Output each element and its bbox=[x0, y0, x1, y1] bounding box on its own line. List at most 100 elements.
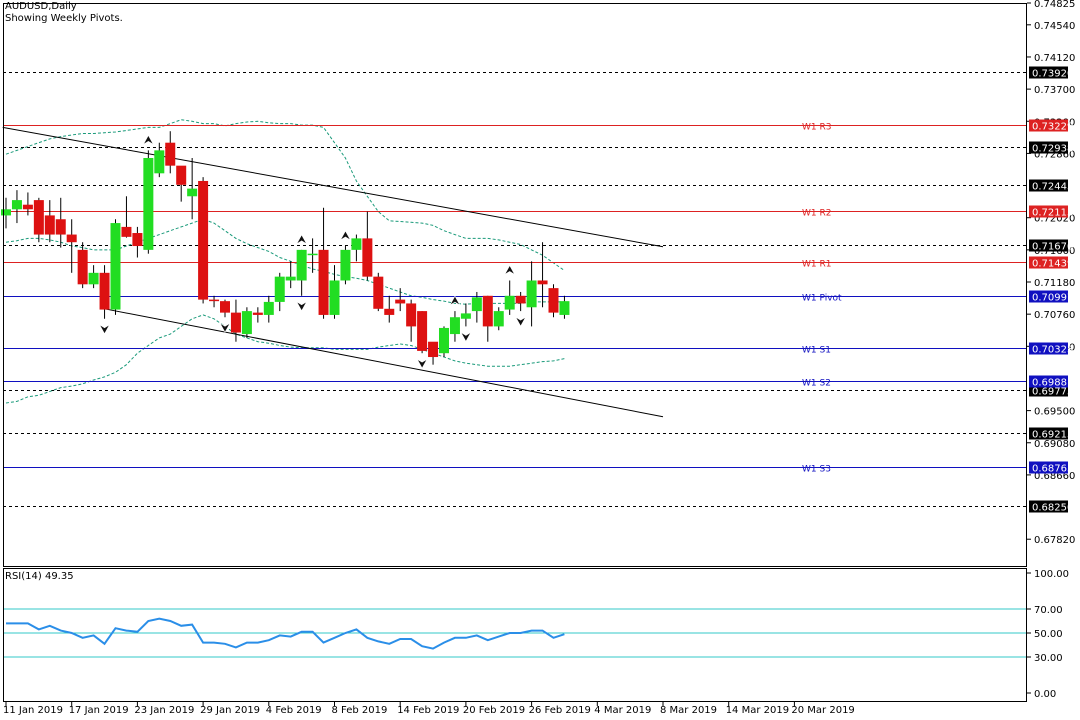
candle-body bbox=[143, 158, 154, 250]
candle-body bbox=[417, 311, 428, 351]
candle-body bbox=[110, 223, 121, 310]
fractal-up-arrow bbox=[449, 295, 461, 306]
candle-body bbox=[220, 301, 230, 313]
price-tick-label: 0.74825 bbox=[1034, 0, 1075, 10]
candle-body bbox=[482, 295, 493, 327]
dashed-level-tag bbox=[1029, 179, 1068, 192]
candle-body bbox=[493, 311, 504, 327]
channel-lines bbox=[2, 126, 664, 418]
channel-upper-line bbox=[2, 126, 664, 248]
band-lower-line bbox=[5, 314, 565, 404]
candle-body bbox=[515, 295, 526, 304]
fractals bbox=[98, 134, 527, 369]
candle-body bbox=[406, 303, 417, 327]
candle-body bbox=[132, 233, 143, 247]
pivot-price: 0.69881 bbox=[1032, 378, 1073, 389]
candle-body bbox=[209, 299, 220, 302]
time-axis: 11 Jan 2019 17 Jan 2019 23 Jan 2019 29 Jan … bbox=[3, 702, 855, 716]
pivot-label: W1 S1 bbox=[802, 346, 831, 356]
pivot-label: W1 R3 bbox=[802, 123, 831, 133]
main-panel-frame bbox=[3, 3, 1027, 567]
dashed-level-tag bbox=[1029, 500, 1068, 513]
candle-body bbox=[121, 226, 132, 237]
fractal-down-arrow bbox=[98, 323, 111, 335]
rsi-line bbox=[6, 617, 565, 650]
candle-body bbox=[460, 313, 471, 319]
dashed-level-price: 0.72938 bbox=[1032, 144, 1073, 155]
pivot-label: W1 Pivot bbox=[802, 294, 842, 304]
candle-body bbox=[548, 288, 559, 313]
candle-body bbox=[526, 280, 537, 308]
rsi-tick-label: 30.00 bbox=[1034, 653, 1063, 664]
time-label: 20 Mar 2019 bbox=[791, 705, 854, 716]
candle-body bbox=[373, 276, 384, 309]
fractal-down-arrow bbox=[416, 358, 428, 369]
price-tick-label: 0.72860 bbox=[1034, 149, 1075, 160]
candle-body bbox=[285, 276, 296, 281]
candle-body bbox=[55, 219, 66, 235]
candle-body bbox=[537, 280, 548, 285]
bands bbox=[5, 119, 565, 404]
rsi-panel bbox=[3, 608, 1027, 658]
pivot-label: W1 S2 bbox=[802, 379, 831, 389]
candle-body bbox=[11, 200, 22, 210]
price-tick-label: 0.72020 bbox=[1034, 214, 1075, 225]
candles bbox=[1, 131, 570, 365]
fractal-up-arrow bbox=[503, 264, 516, 276]
pivot-price: 0.70997 bbox=[1032, 293, 1073, 304]
frames bbox=[3, 3, 1027, 702]
candle-body bbox=[22, 204, 33, 210]
candle-body bbox=[263, 301, 274, 315]
candle-body bbox=[66, 234, 77, 243]
candle-body bbox=[33, 200, 44, 235]
dashed-levels bbox=[3, 72, 1027, 507]
candle-body bbox=[88, 272, 99, 285]
candle-body bbox=[329, 280, 340, 315]
price-tick-label: 0.70760 bbox=[1034, 310, 1075, 321]
rsi-tick-label: 50.00 bbox=[1034, 629, 1063, 640]
pivot-label: W1 R2 bbox=[802, 209, 831, 219]
pivot-price: 0.70323 bbox=[1032, 345, 1073, 356]
pivot-price-tag bbox=[1029, 256, 1068, 269]
candle-body bbox=[230, 312, 241, 333]
dashed-level-tag bbox=[1029, 141, 1068, 154]
candle-body bbox=[307, 253, 318, 256]
candle-body bbox=[296, 249, 307, 281]
time-label: 14 Feb 2019 bbox=[397, 705, 459, 716]
candle-body bbox=[187, 188, 198, 197]
price-tick-label: 0.69500 bbox=[1034, 407, 1075, 418]
time-label: 4 Mar 2019 bbox=[594, 705, 651, 716]
time-label: 23 Jan 2019 bbox=[134, 705, 194, 716]
pivot-price-tag bbox=[1029, 290, 1068, 303]
candle-body bbox=[471, 297, 482, 312]
dashed-level-price: 0.68250 bbox=[1032, 503, 1073, 514]
dashed-level-price: 0.69213 bbox=[1032, 430, 1073, 441]
time-label: 8 Mar 2019 bbox=[660, 705, 717, 716]
rsi-title: RSI(14) 49.35 bbox=[5, 571, 74, 582]
price-tick-label: 0.71180 bbox=[1034, 278, 1075, 289]
pivot-price: 0.68765 bbox=[1032, 464, 1073, 475]
fractal-down-arrow bbox=[295, 300, 308, 312]
candle-body bbox=[44, 215, 55, 235]
candle-body bbox=[252, 312, 263, 315]
channel-lower-line bbox=[104, 308, 664, 418]
symbol-title: AUDUSD,Daily bbox=[5, 1, 77, 12]
pivot-price-tag bbox=[1029, 375, 1068, 388]
price-tick-label: 0.68660 bbox=[1034, 471, 1075, 482]
time-label: 17 Jan 2019 bbox=[69, 705, 129, 716]
pivot-subtitle: Showing Weekly Pivots. bbox=[5, 13, 123, 24]
pivot-price: 0.73229 bbox=[1032, 122, 1073, 133]
candle-body bbox=[77, 249, 88, 285]
dashed-level-price: 0.73920 bbox=[1032, 69, 1073, 80]
price-tick-label: 0.73700 bbox=[1034, 85, 1075, 96]
candle-body bbox=[176, 165, 187, 185]
price-tick-label: 0.74120 bbox=[1034, 53, 1075, 64]
candle-body bbox=[428, 341, 439, 358]
dashed-level-price: 0.71670 bbox=[1032, 242, 1073, 253]
price-tick-label: 0.74540 bbox=[1034, 21, 1075, 32]
candle-body bbox=[198, 180, 209, 300]
fractal-up-arrow bbox=[295, 234, 308, 245]
fractal-down-arrow bbox=[460, 331, 472, 343]
fractal-down-arrow bbox=[219, 322, 231, 333]
